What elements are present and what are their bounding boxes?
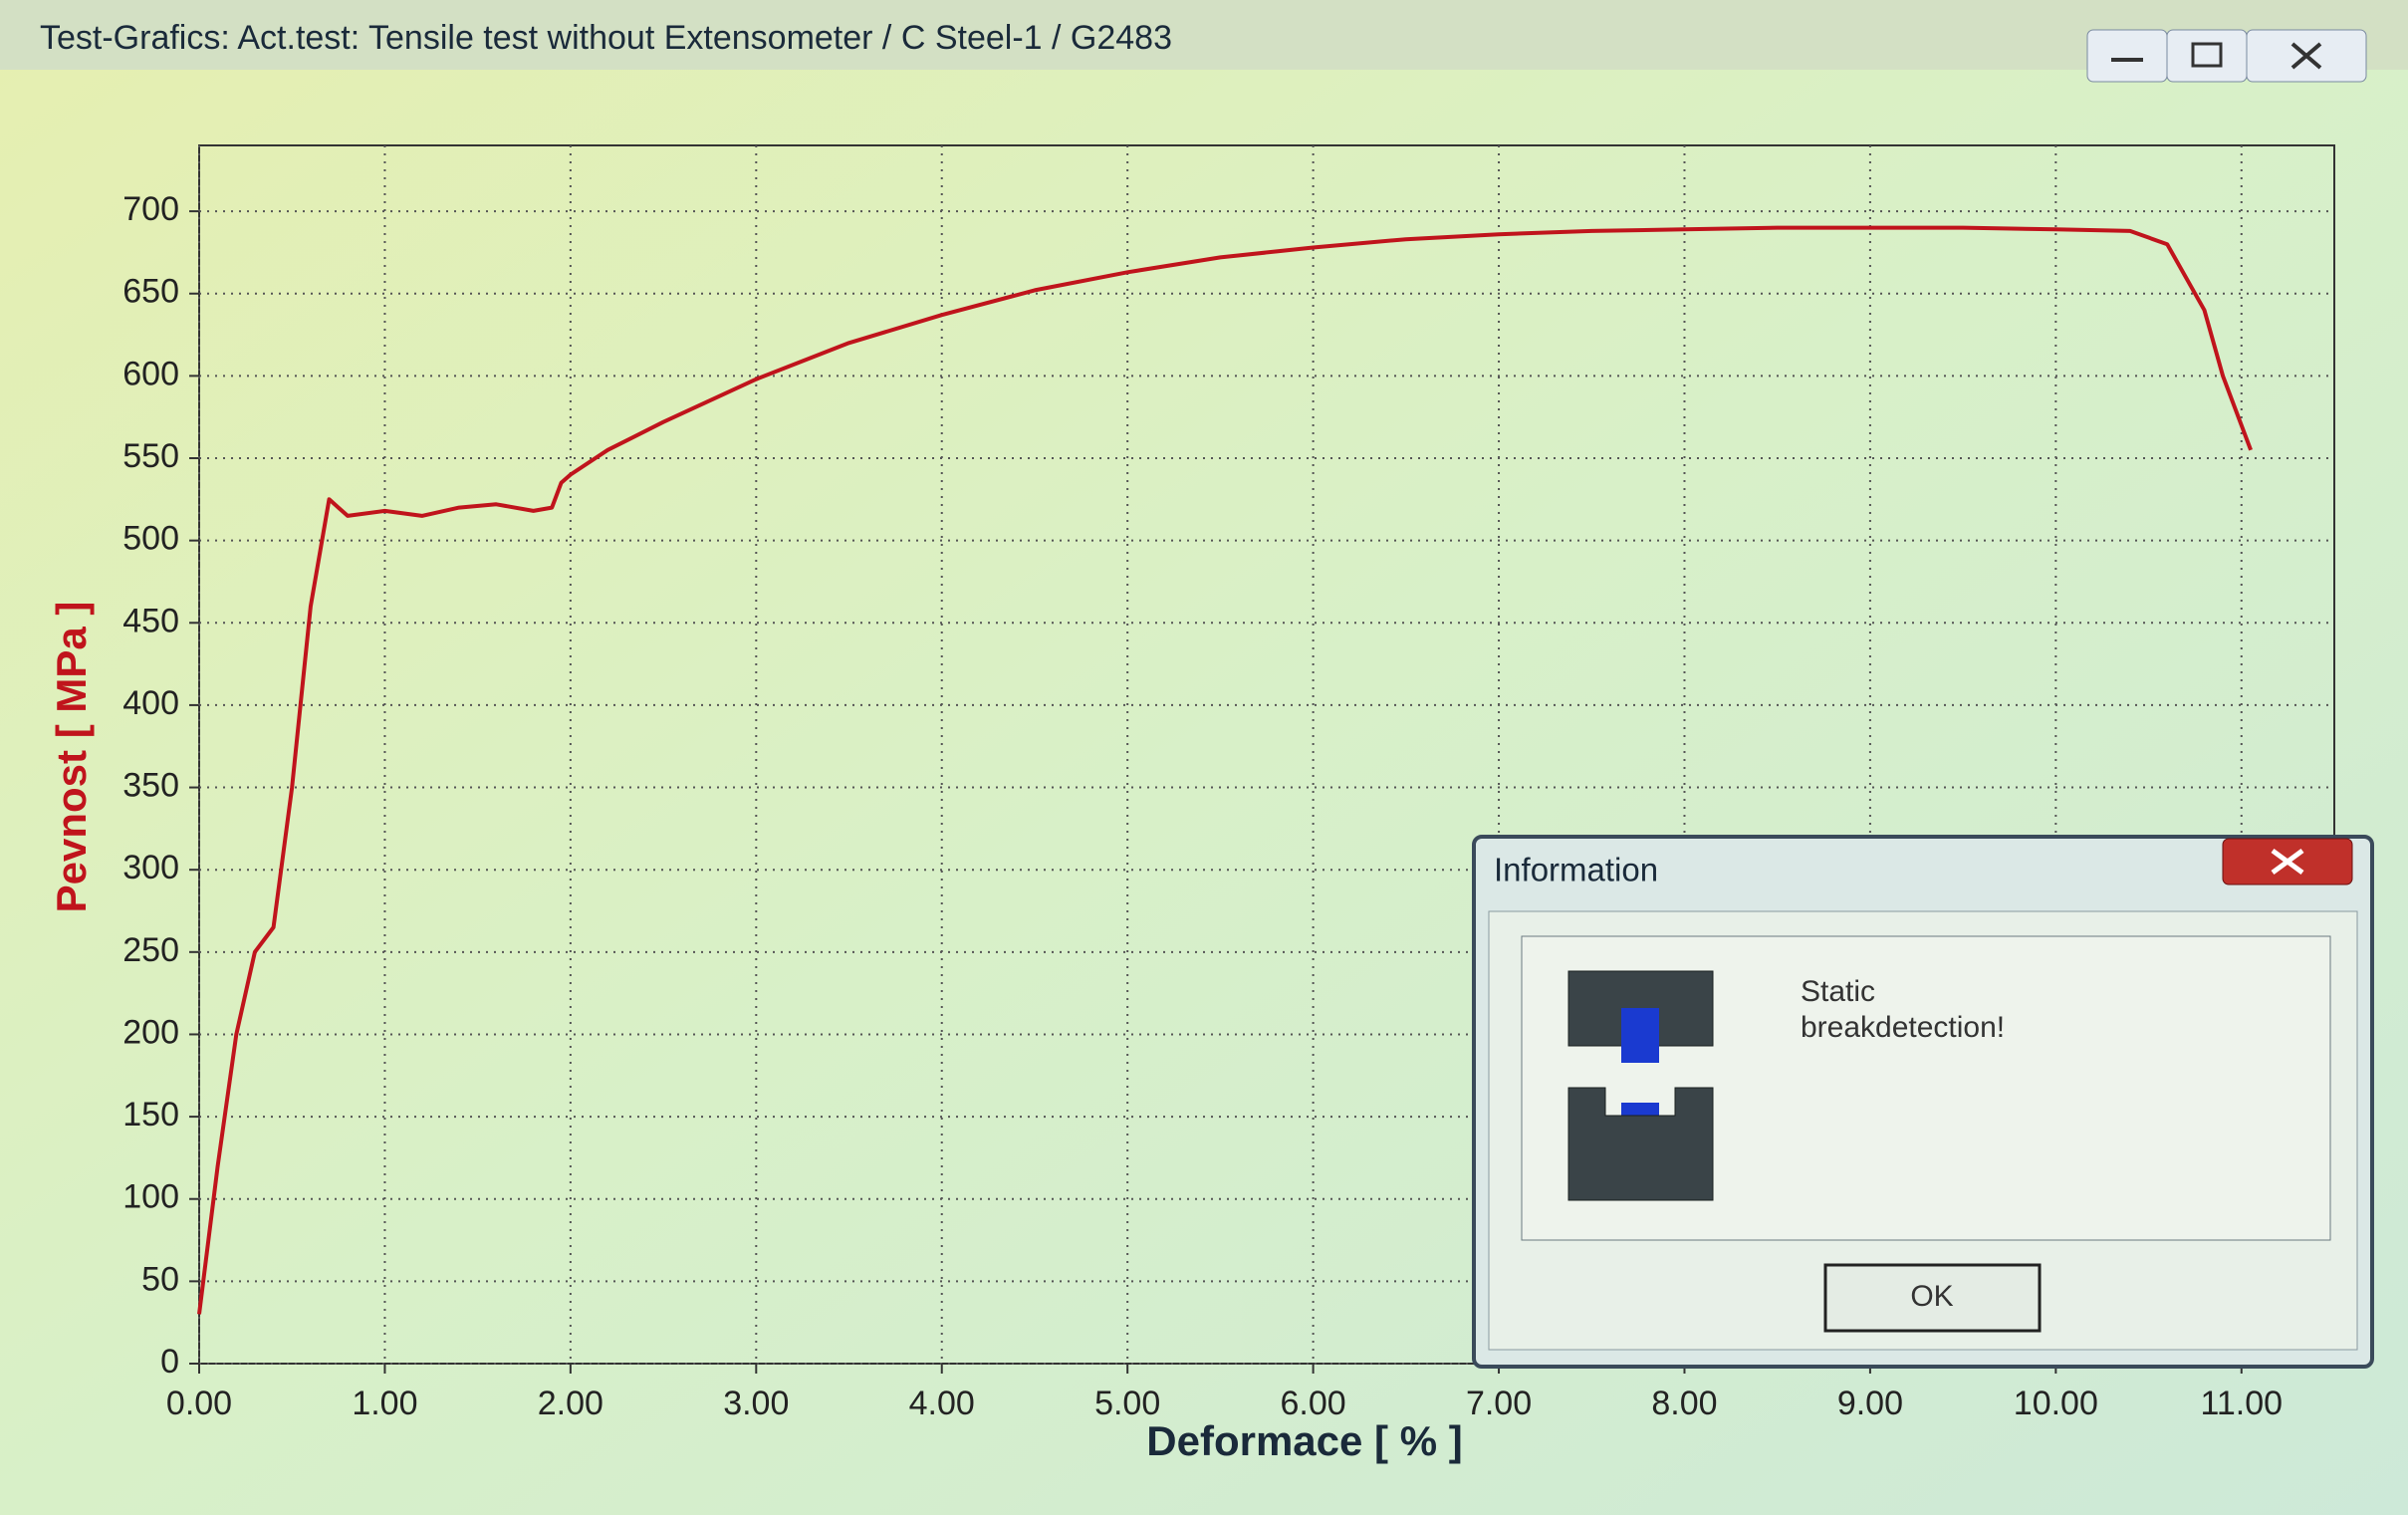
y-tick-label: 700 — [122, 190, 179, 228]
y-tick-label: 600 — [122, 355, 179, 392]
x-tick-label: 2.00 — [538, 1385, 603, 1422]
y-tick-label: 200 — [122, 1013, 179, 1051]
dialog: Information Static breakdetection! OK — [1474, 837, 2372, 1367]
dialog-message-line: breakdetection! — [1801, 1011, 2005, 1044]
window-controls — [2087, 30, 2366, 82]
x-tick-label: 8.00 — [1651, 1385, 1717, 1422]
y-tick-label: 250 — [122, 931, 179, 969]
maximize-button[interactable] — [2167, 30, 2247, 82]
y-tick-label: 100 — [122, 1178, 179, 1216]
x-tick-label: 0.00 — [166, 1385, 232, 1422]
x-tick-label: 1.00 — [352, 1385, 417, 1422]
minimize-button[interactable] — [2087, 30, 2167, 82]
x-tick-label: 7.00 — [1466, 1385, 1532, 1422]
y-tick-label: 150 — [122, 1096, 179, 1134]
y-axis-label: Pevnost [ MPa ] — [48, 602, 95, 913]
x-axis-label: Deformace [ % ] — [1146, 1417, 1462, 1464]
y-tick-label: 350 — [122, 767, 179, 805]
y-tick-label: 300 — [122, 849, 179, 886]
ok-button-label: OK — [1910, 1280, 1953, 1313]
x-tick-label: 11.00 — [2201, 1385, 2284, 1422]
y-tick-label: 0 — [160, 1343, 179, 1381]
y-tick-label: 450 — [122, 602, 179, 639]
x-tick-label: 4.00 — [909, 1385, 975, 1422]
page: Test-Grafics: Act.test: Tensile test wit… — [0, 0, 2408, 1515]
y-tick-label: 550 — [122, 437, 179, 475]
window: Test-Grafics: Act.test: Tensile test wit… — [0, 0, 2408, 1515]
x-tick-label: 9.00 — [1837, 1385, 1903, 1422]
x-tick-label: 3.00 — [723, 1385, 789, 1422]
y-tick-label: 50 — [141, 1260, 179, 1298]
x-tick-label: 10.00 — [2014, 1385, 2098, 1422]
dialog-message-line: Static — [1801, 975, 1875, 1008]
y-tick-label: 500 — [122, 520, 179, 558]
y-tick-label: 400 — [122, 684, 179, 722]
dialog-title: Information — [1494, 852, 1658, 888]
window-title: Test-Grafics: Act.test: Tensile test wit… — [40, 19, 1172, 57]
y-tick-label: 650 — [122, 273, 179, 311]
